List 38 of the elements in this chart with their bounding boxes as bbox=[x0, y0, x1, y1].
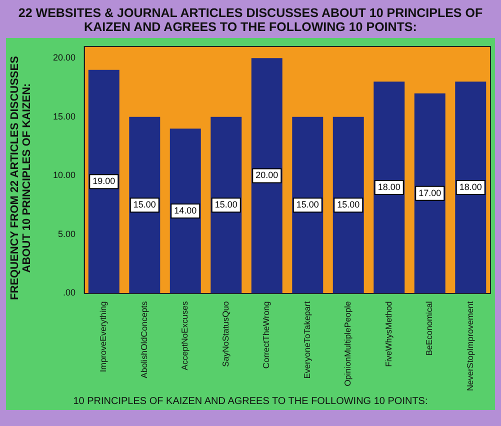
bar bbox=[129, 116, 160, 294]
x-tick-label: BeEconomical bbox=[424, 301, 434, 356]
data-label: 17.00 bbox=[418, 188, 442, 198]
data-label: 18.00 bbox=[378, 182, 400, 192]
data-label: 19.00 bbox=[92, 176, 116, 186]
x-tick-label: NeverStopImprovement bbox=[464, 300, 475, 392]
y-tick-label: 15.00 bbox=[52, 111, 76, 122]
x-tick-label: SayNoStatusQuo bbox=[220, 300, 230, 367]
x-axis-title: 10 PRINCIPLES OF KAIZEN AND AGREES TO THE FOLLOWING 10 POINTS: bbox=[72, 396, 429, 407]
y-tick-label: .00 bbox=[63, 288, 76, 298]
bar bbox=[455, 82, 486, 294]
x-tick-label: ImproveEverything bbox=[98, 300, 108, 372]
x-tick-label: OpinionMultiplePeople bbox=[342, 300, 353, 386]
y-tick-label: 20.00 bbox=[52, 52, 76, 63]
chart-title: 22 WEBSITES & JOURNAL ARTICLES DISCUSSES ABOUT 10 PRINCIPLES OF KAIZEN AND AGREES TO THE FOLLOWING 10 POINTS: bbox=[17, 6, 484, 34]
bar bbox=[374, 82, 405, 294]
bar bbox=[414, 93, 446, 294]
bar bbox=[292, 116, 324, 294]
y-tick-label: 10.00 bbox=[52, 170, 76, 180]
y-axis-title: FREQUENCY FROM 22 ARTICLES DISCUSSES ABOUT 10 PRINCIPLES OF KAIZEN: bbox=[9, 55, 34, 302]
bar bbox=[251, 58, 282, 294]
x-tick-label: AbolishOldConcepts bbox=[138, 301, 149, 378]
bar bbox=[332, 116, 364, 294]
y-tick-label: 5.00 bbox=[58, 228, 76, 239]
data-label: 14.00 bbox=[174, 205, 197, 216]
data-label: 18.00 bbox=[459, 182, 482, 192]
bar bbox=[210, 116, 242, 294]
data-label: 15.00 bbox=[214, 200, 238, 210]
bar bbox=[88, 70, 120, 294]
data-label: 15.00 bbox=[133, 200, 156, 210]
x-tick-label: AcceptNoExcuses bbox=[180, 301, 190, 370]
data-label: 15.00 bbox=[337, 200, 360, 210]
x-tick-label: FiveWhysMethod bbox=[383, 300, 394, 367]
bar bbox=[170, 128, 201, 294]
data-label: 15.00 bbox=[296, 200, 319, 210]
x-tick-label: CorrectTheWrong bbox=[261, 300, 272, 369]
x-tick-label: EveryoneToTakepart bbox=[302, 300, 312, 379]
data-label: 20.00 bbox=[256, 170, 278, 180]
